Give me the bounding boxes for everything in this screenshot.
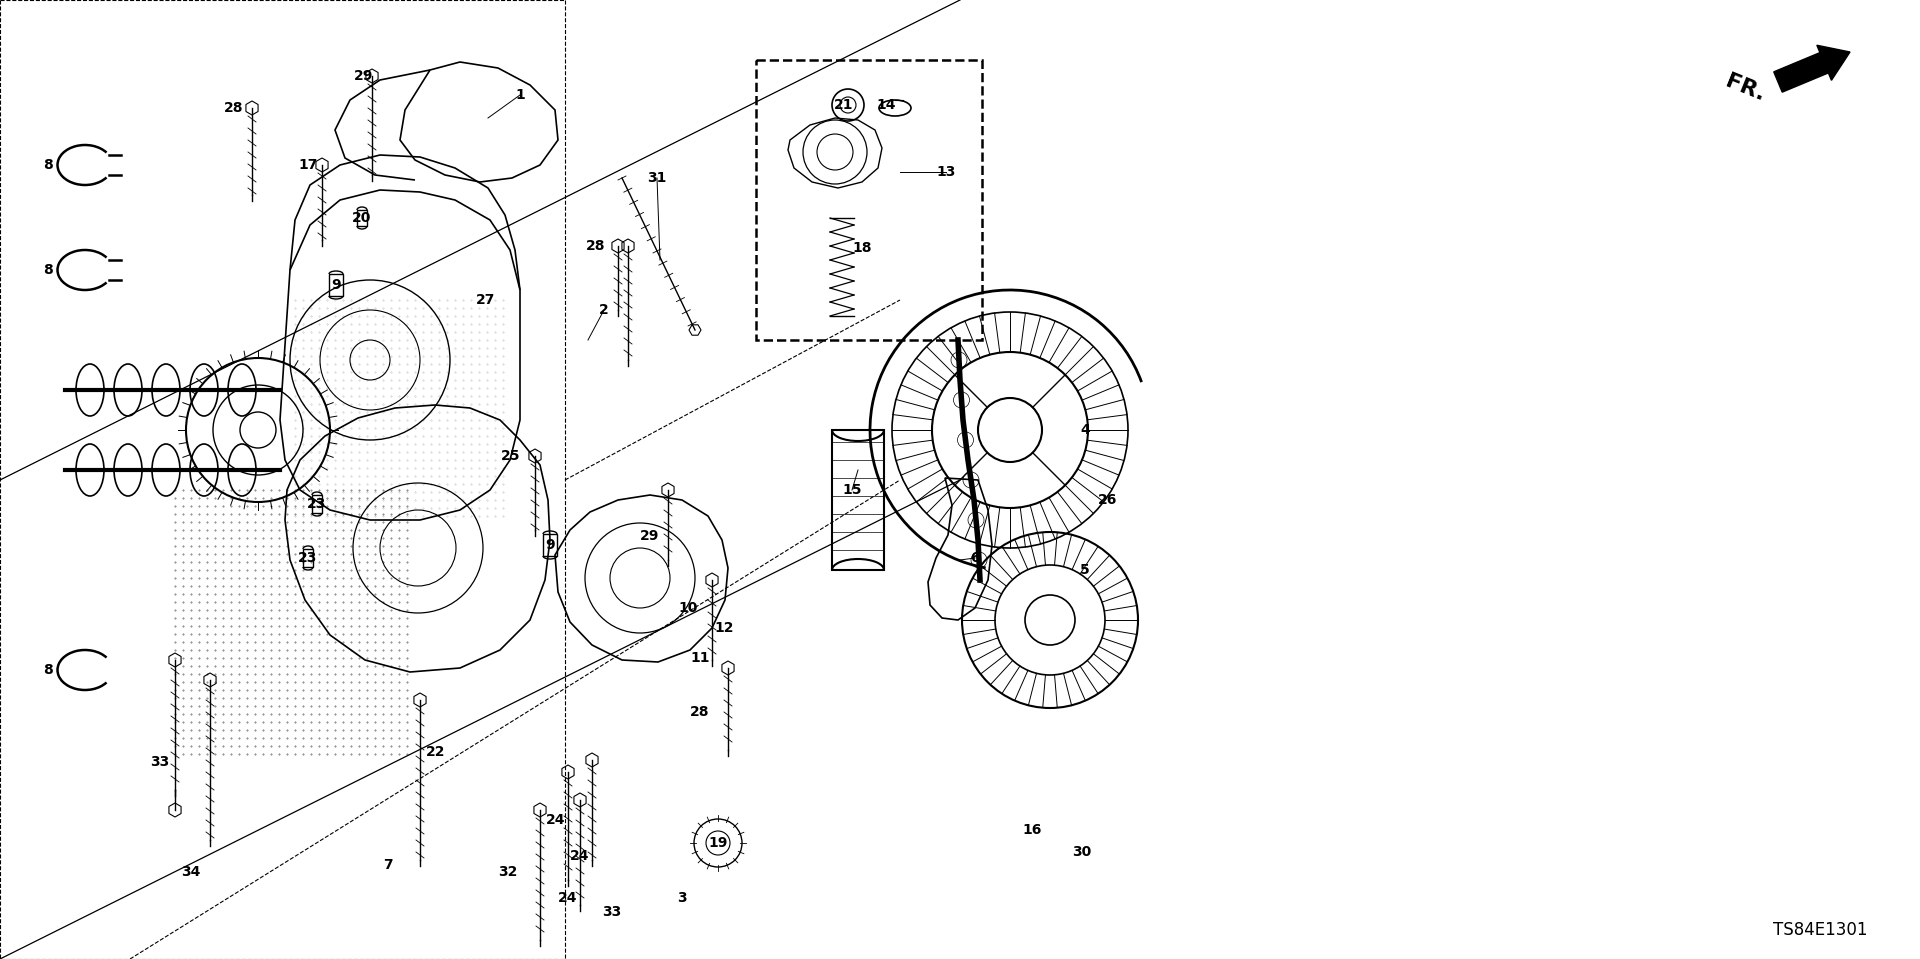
Bar bbox=[357, 210, 367, 226]
Text: 24: 24 bbox=[570, 849, 589, 863]
Text: 25: 25 bbox=[501, 449, 520, 463]
Text: 6: 6 bbox=[970, 551, 979, 565]
Text: 33: 33 bbox=[603, 905, 622, 919]
Text: 34: 34 bbox=[180, 865, 202, 879]
Text: 8: 8 bbox=[42, 263, 54, 277]
Text: 29: 29 bbox=[639, 529, 660, 543]
Text: 28: 28 bbox=[691, 705, 710, 719]
Text: 14: 14 bbox=[876, 98, 897, 112]
Text: TS84E1301: TS84E1301 bbox=[1772, 921, 1868, 939]
Text: FR.: FR. bbox=[1722, 71, 1768, 105]
Text: 16: 16 bbox=[1021, 823, 1043, 837]
Text: 20: 20 bbox=[351, 211, 372, 225]
Text: 8: 8 bbox=[42, 663, 54, 677]
Text: 12: 12 bbox=[714, 621, 733, 635]
Bar bbox=[303, 549, 313, 567]
Text: 10: 10 bbox=[678, 601, 697, 615]
Text: 26: 26 bbox=[1098, 493, 1117, 507]
Text: 32: 32 bbox=[499, 865, 518, 879]
Text: 1: 1 bbox=[515, 88, 524, 102]
Text: 11: 11 bbox=[691, 651, 710, 665]
Text: 24: 24 bbox=[559, 891, 578, 905]
Bar bbox=[328, 274, 344, 296]
Text: 19: 19 bbox=[708, 836, 728, 850]
Text: 2: 2 bbox=[599, 303, 609, 317]
Text: 4: 4 bbox=[1081, 423, 1091, 437]
Text: 27: 27 bbox=[476, 293, 495, 307]
Text: 28: 28 bbox=[586, 239, 605, 253]
Text: 23: 23 bbox=[307, 497, 326, 511]
Text: 22: 22 bbox=[426, 745, 445, 759]
Bar bbox=[756, 60, 981, 340]
Text: 8: 8 bbox=[42, 158, 54, 172]
Text: 21: 21 bbox=[835, 98, 854, 112]
Text: 9: 9 bbox=[330, 278, 342, 292]
FancyArrow shape bbox=[1774, 45, 1851, 92]
Text: 30: 30 bbox=[1073, 845, 1092, 859]
Text: 7: 7 bbox=[384, 858, 394, 872]
Text: 28: 28 bbox=[225, 101, 244, 115]
Text: 18: 18 bbox=[852, 241, 872, 255]
Text: 23: 23 bbox=[298, 551, 317, 565]
Text: 9: 9 bbox=[545, 538, 555, 552]
Text: 31: 31 bbox=[647, 171, 666, 185]
Bar bbox=[311, 495, 323, 513]
Text: 15: 15 bbox=[843, 483, 862, 497]
Text: 13: 13 bbox=[937, 165, 956, 179]
Bar bbox=[831, 430, 883, 570]
Text: 17: 17 bbox=[298, 158, 317, 172]
Bar bbox=[543, 534, 557, 556]
Text: 29: 29 bbox=[355, 69, 374, 83]
Text: 24: 24 bbox=[547, 813, 566, 827]
Text: 5: 5 bbox=[1081, 563, 1091, 577]
Text: 33: 33 bbox=[150, 755, 169, 769]
Text: 3: 3 bbox=[678, 891, 687, 905]
